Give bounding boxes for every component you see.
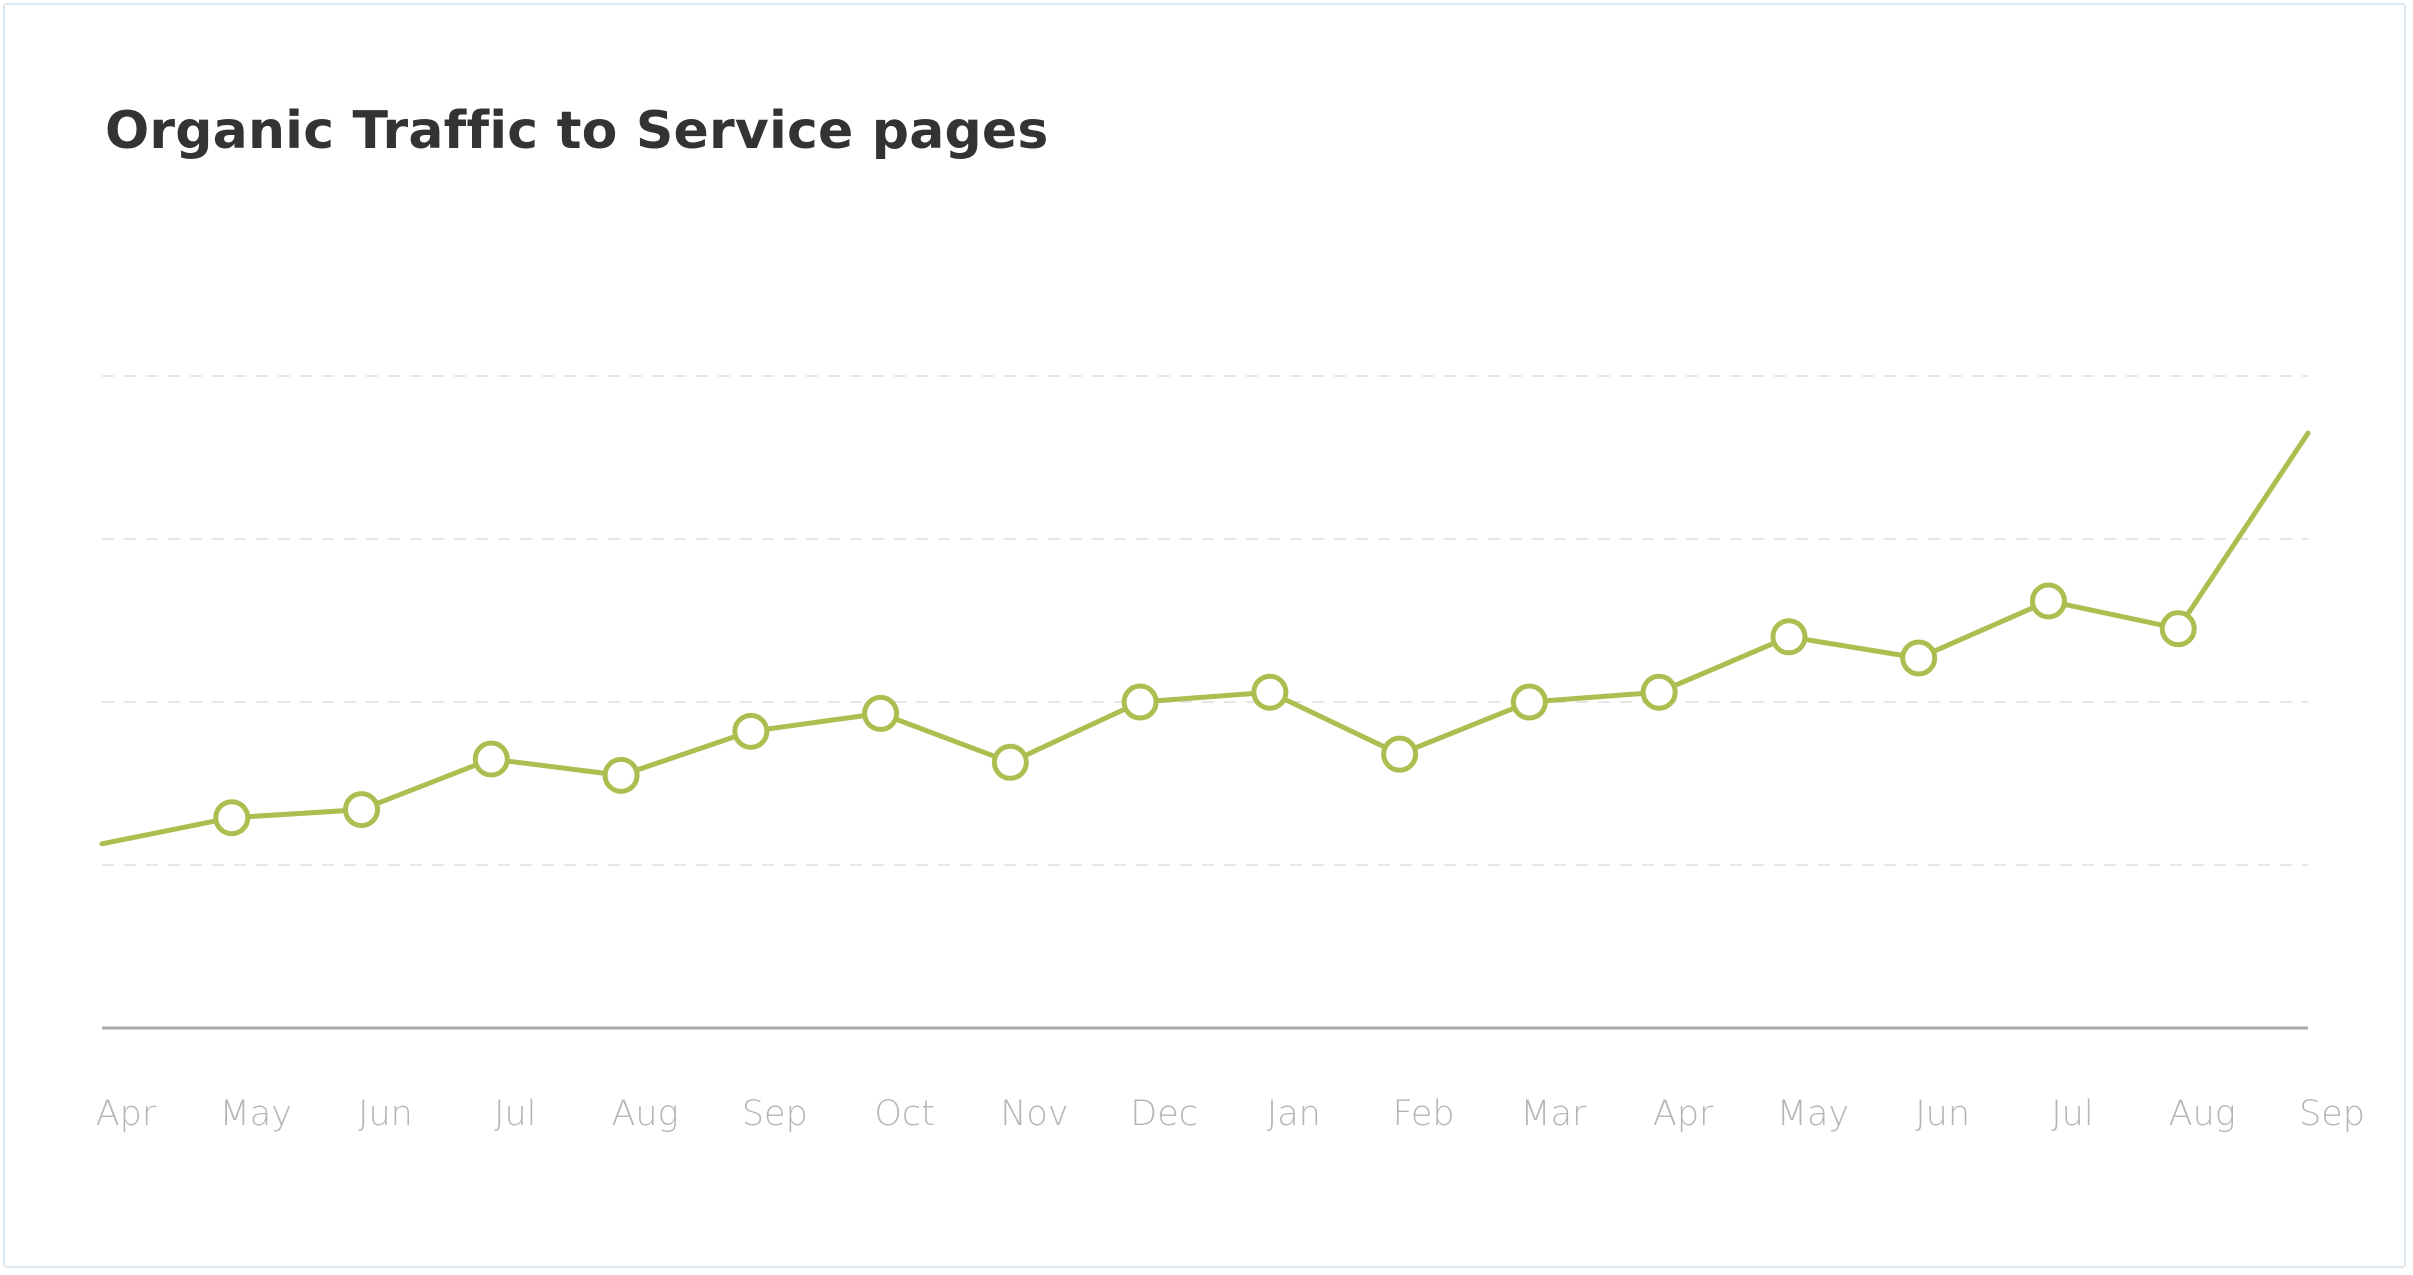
x-tick-label-17: Aug <box>2169 1094 2236 1134</box>
x-tick-label-6: Sep <box>742 1094 808 1134</box>
x-tick-label-1: Apr <box>96 1094 157 1134</box>
x-tick-label-11: Feb <box>1393 1094 1455 1134</box>
chart-title: Organic Traffic to Service pages <box>105 101 1049 161</box>
chart-card: Organic Traffic to Service pages <box>3 3 2406 1268</box>
x-tick-labels: Apr May Jun Jul Aug Sep Oct Nov Dec Jan Feb Mar Apr M… <box>96 1094 2365 1134</box>
data-point-jul-4[interactable] <box>472 740 510 778</box>
data-point-jun-3[interactable] <box>343 791 381 829</box>
x-tick-label-3: Jun <box>358 1094 413 1134</box>
x-tick-label-5: Aug <box>611 1094 678 1134</box>
data-point-aug-5[interactable] <box>602 756 640 794</box>
x-tick-label-9: Dec <box>1130 1094 1198 1134</box>
y-gridlines <box>102 375 2308 866</box>
data-point-apr-13[interactable] <box>1640 673 1678 711</box>
data-point-aug-17[interactable] <box>2159 610 2197 648</box>
x-tick-label-15: Jun <box>1915 1094 1970 1134</box>
data-point-sep-6[interactable] <box>732 712 770 750</box>
data-point-dec-9[interactable] <box>1121 683 1159 721</box>
x-tick-label-10: Jan <box>1267 1094 1321 1134</box>
x-tick-label-18: Sep <box>2299 1094 2365 1134</box>
series-line-layer <box>99 430 2311 847</box>
data-point-nov-8[interactable] <box>991 743 1029 781</box>
x-tick-label-2: May <box>220 1094 292 1134</box>
data-point-mar-12[interactable] <box>1510 683 1548 721</box>
x-tick-label-7: Oct <box>874 1094 935 1134</box>
data-point-may-2[interactable] <box>213 799 251 837</box>
data-point-jan-10[interactable] <box>1251 673 1289 711</box>
x-tick-label-4: Jul <box>494 1094 536 1134</box>
data-point-jun-15[interactable] <box>1900 639 1938 677</box>
x-tick-label-16: Jul <box>2051 1094 2093 1134</box>
x-tick-label-13: Apr <box>1653 1094 1714 1134</box>
data-point-jul-16[interactable] <box>2029 582 2067 620</box>
data-point-feb-11[interactable] <box>1381 735 1419 773</box>
x-tick-label-12: Mar <box>1520 1094 1587 1134</box>
x-tick-label-14: May <box>1777 1094 1849 1134</box>
series-line-1 <box>99 430 2311 847</box>
x-tick-label-8: Nov <box>1000 1094 1068 1134</box>
data-point-oct-7[interactable] <box>862 694 900 732</box>
data-point-may-14[interactable] <box>1770 618 1808 656</box>
series-points <box>213 582 2197 837</box>
